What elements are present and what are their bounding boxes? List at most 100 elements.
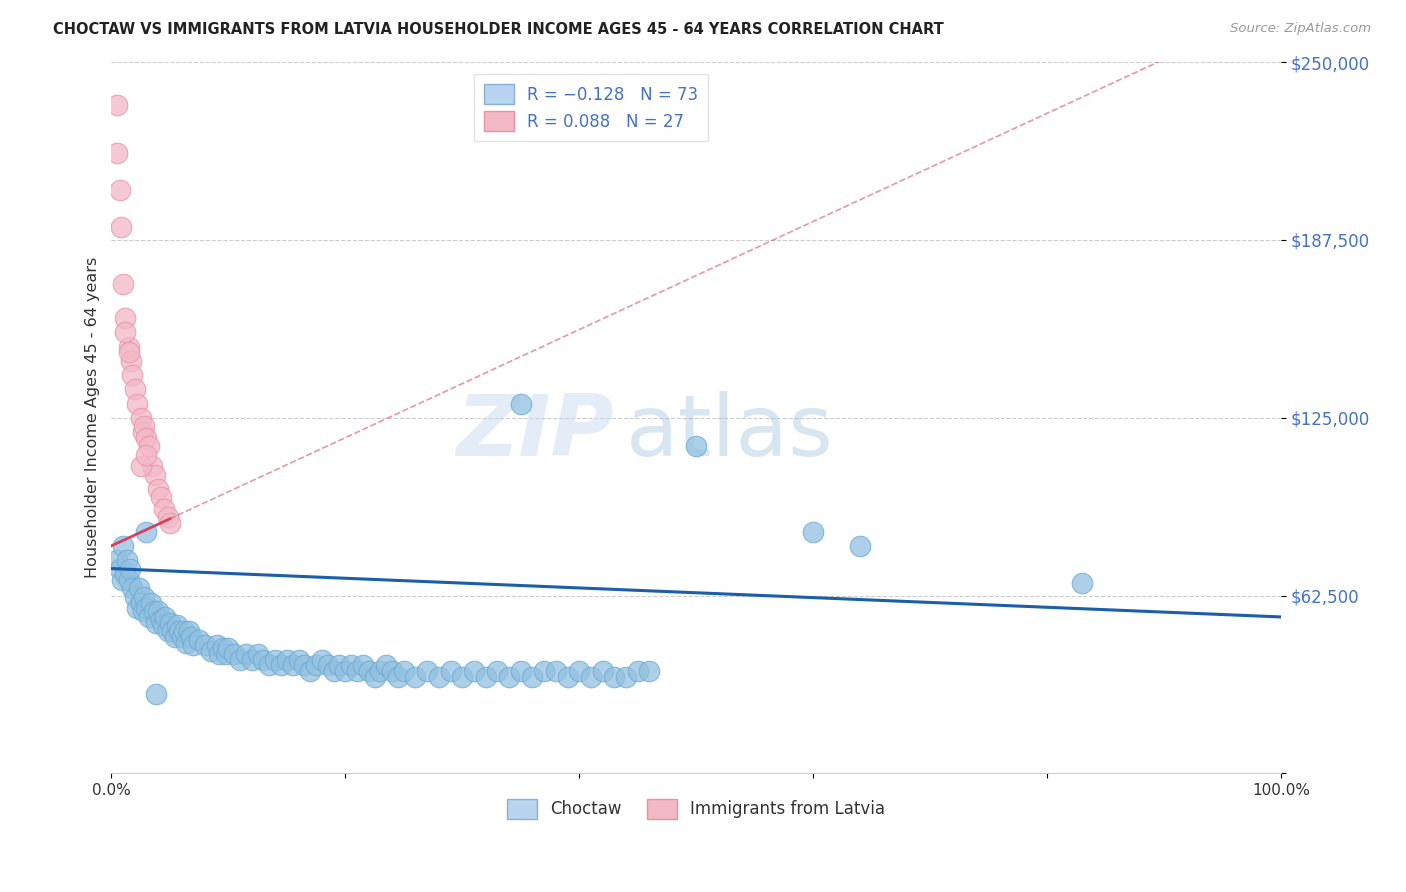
Point xyxy=(127,396,149,410)
Point xyxy=(143,467,166,482)
Point xyxy=(135,601,157,615)
Point xyxy=(322,664,344,678)
Point xyxy=(121,368,143,383)
Point xyxy=(592,664,614,678)
Point xyxy=(134,590,156,604)
Point xyxy=(159,516,181,530)
Text: ZIP: ZIP xyxy=(457,391,614,474)
Point xyxy=(141,596,163,610)
Point xyxy=(603,670,626,684)
Point xyxy=(118,573,141,587)
Point xyxy=(153,501,176,516)
Point xyxy=(105,146,128,161)
Point xyxy=(105,98,128,112)
Point xyxy=(132,604,155,618)
Point xyxy=(124,590,146,604)
Point xyxy=(149,491,172,505)
Point xyxy=(205,639,228,653)
Point xyxy=(134,419,156,434)
Point xyxy=(270,658,292,673)
Point xyxy=(177,624,200,639)
Point xyxy=(259,658,281,673)
Point xyxy=(105,553,128,567)
Point xyxy=(127,601,149,615)
Point xyxy=(145,687,167,701)
Point xyxy=(188,632,211,647)
Point xyxy=(357,664,380,678)
Point xyxy=(363,670,385,684)
Point xyxy=(114,311,136,326)
Point xyxy=(340,658,363,673)
Point xyxy=(299,664,322,678)
Point xyxy=(211,641,233,656)
Text: atlas: atlas xyxy=(626,391,834,474)
Point xyxy=(121,582,143,596)
Point xyxy=(129,596,152,610)
Point xyxy=(112,277,135,291)
Point xyxy=(110,220,132,235)
Text: CHOCTAW VS IMMIGRANTS FROM LATVIA HOUSEHOLDER INCOME AGES 45 - 64 YEARS CORRELAT: CHOCTAW VS IMMIGRANTS FROM LATVIA HOUSEH… xyxy=(53,22,945,37)
Point xyxy=(138,439,160,453)
Legend: Choctaw, Immigrants from Latvia: Choctaw, Immigrants from Latvia xyxy=(501,792,891,826)
Point xyxy=(849,539,872,553)
Point xyxy=(148,604,170,618)
Point xyxy=(108,183,131,197)
Point xyxy=(174,635,197,649)
Point xyxy=(1071,575,1094,590)
Point xyxy=(135,448,157,462)
Y-axis label: Householder Income Ages 45 - 64 years: Householder Income Ages 45 - 64 years xyxy=(86,257,100,578)
Point xyxy=(129,410,152,425)
Point xyxy=(252,652,274,666)
Point xyxy=(276,652,298,666)
Point xyxy=(163,630,186,644)
Point xyxy=(160,624,183,639)
Point xyxy=(128,582,150,596)
Point xyxy=(170,630,193,644)
Point xyxy=(375,658,398,673)
Point xyxy=(135,431,157,445)
Point xyxy=(166,618,188,632)
Point xyxy=(557,670,579,684)
Point xyxy=(370,664,392,678)
Point xyxy=(439,664,461,678)
Point xyxy=(145,615,167,630)
Point xyxy=(181,639,204,653)
Point xyxy=(316,658,339,673)
Point xyxy=(111,573,134,587)
Point xyxy=(208,647,231,661)
Point xyxy=(132,425,155,439)
Point xyxy=(627,664,650,678)
Point xyxy=(217,641,239,656)
Point xyxy=(405,670,427,684)
Point xyxy=(142,604,165,618)
Point xyxy=(463,664,485,678)
Point xyxy=(292,658,315,673)
Point xyxy=(200,644,222,658)
Point xyxy=(141,459,163,474)
Point xyxy=(509,396,531,410)
Point xyxy=(474,670,496,684)
Point xyxy=(120,561,142,575)
Point xyxy=(118,340,141,354)
Point xyxy=(108,561,131,575)
Point xyxy=(180,630,202,644)
Point xyxy=(264,652,287,666)
Point xyxy=(801,524,824,539)
Point xyxy=(287,652,309,666)
Point xyxy=(305,658,328,673)
Point xyxy=(224,647,246,661)
Point xyxy=(381,664,404,678)
Point xyxy=(215,647,238,661)
Point xyxy=(152,618,174,632)
Point xyxy=(135,524,157,539)
Point xyxy=(335,664,357,678)
Point xyxy=(112,539,135,553)
Point xyxy=(235,647,257,661)
Point xyxy=(148,482,170,496)
Point xyxy=(451,670,474,684)
Point xyxy=(352,658,374,673)
Point xyxy=(281,658,304,673)
Point xyxy=(579,670,602,684)
Point xyxy=(149,613,172,627)
Point xyxy=(387,670,409,684)
